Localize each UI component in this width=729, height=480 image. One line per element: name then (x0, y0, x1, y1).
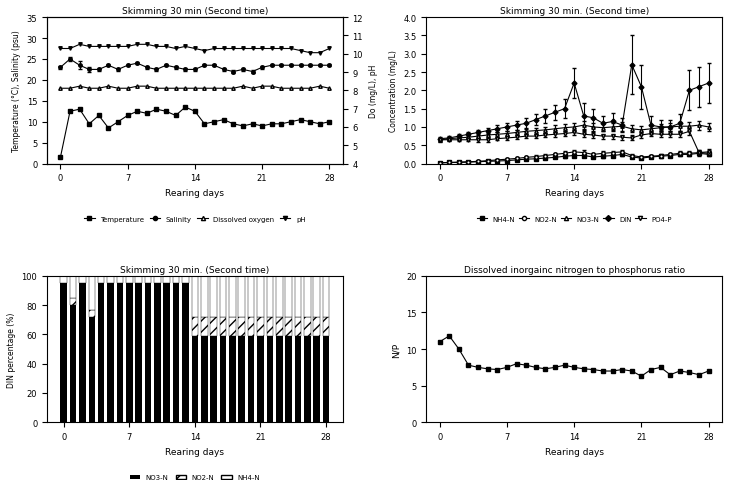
Bar (304, 317, 311, 336)
Bar (70, 305, 77, 422)
Title: Skimming 30 min (Second time): Skimming 30 min (Second time) (122, 7, 268, 16)
Bar (61, 276, 67, 284)
Bar (304, 276, 311, 317)
X-axis label: Rearing days: Rearing days (545, 189, 604, 197)
X-axis label: Rearing days: Rearing days (545, 446, 604, 456)
Bar (285, 276, 292, 317)
Bar (117, 284, 123, 422)
Bar (70, 298, 77, 305)
Bar (323, 317, 330, 336)
Bar (219, 317, 226, 336)
Bar (295, 336, 301, 422)
Bar (238, 317, 245, 336)
Bar (276, 336, 283, 422)
Bar (219, 336, 226, 422)
Bar (201, 317, 208, 336)
Legend: Temperature, Salinity, Dissolved oxygen, pH: Temperature, Salinity, Dissolved oxygen,… (82, 214, 308, 225)
Bar (98, 284, 104, 422)
Bar (313, 276, 320, 317)
Bar (238, 336, 245, 422)
Bar (79, 284, 86, 422)
Bar (79, 276, 86, 284)
Bar (173, 276, 179, 284)
Bar (229, 336, 235, 422)
Bar (154, 276, 160, 284)
Bar (107, 276, 114, 284)
Bar (323, 276, 330, 317)
Bar (163, 276, 170, 284)
Bar (295, 276, 301, 317)
Bar (257, 336, 264, 422)
Bar (145, 276, 152, 284)
Bar (219, 276, 226, 317)
X-axis label: Rearing days: Rearing days (165, 446, 225, 456)
Bar (211, 336, 217, 422)
Title: Skimming 30 min. (Second time): Skimming 30 min. (Second time) (499, 7, 649, 16)
Bar (182, 276, 189, 284)
Bar (276, 317, 283, 336)
Bar (229, 276, 235, 317)
Bar (229, 317, 235, 336)
Bar (276, 276, 283, 317)
Title: Dissolved inorgainc nitrogen to phosphorus ratio: Dissolved inorgainc nitrogen to phosphor… (464, 265, 685, 274)
Bar (126, 284, 133, 422)
X-axis label: Rearing days: Rearing days (165, 189, 225, 197)
Bar (192, 317, 198, 336)
Bar (192, 336, 198, 422)
Bar (61, 284, 67, 422)
Y-axis label: Concentration (mg/L): Concentration (mg/L) (389, 50, 398, 132)
Title: Skimming 30 min. (Second time): Skimming 30 min. (Second time) (120, 265, 270, 274)
Bar (238, 276, 245, 317)
Bar (248, 317, 254, 336)
Bar (248, 336, 254, 422)
Bar (88, 317, 95, 422)
Bar (98, 276, 104, 284)
Bar (313, 317, 320, 336)
Bar (88, 276, 95, 310)
Bar (295, 317, 301, 336)
Bar (88, 310, 95, 317)
Bar (154, 284, 160, 422)
Bar (267, 276, 273, 317)
Bar (136, 284, 142, 422)
Bar (285, 317, 292, 336)
Legend: NO3-N, NO2-N, NH4-N: NO3-N, NO2-N, NH4-N (127, 472, 262, 480)
Bar (173, 284, 179, 422)
Bar (323, 336, 330, 422)
Bar (182, 284, 189, 422)
Y-axis label: N/P: N/P (391, 342, 400, 357)
Bar (126, 276, 133, 284)
Bar (257, 276, 264, 317)
Bar (201, 336, 208, 422)
Bar (313, 336, 320, 422)
Y-axis label: Temperature (°C), Salinity (psu): Temperature (°C), Salinity (psu) (12, 30, 21, 152)
Bar (70, 276, 77, 298)
Bar (145, 284, 152, 422)
Bar (163, 284, 170, 422)
Legend: NH4-N, NO2-N, NO3-N, DIN, PO4-P: NH4-N, NO2-N, NO3-N, DIN, PO4-P (474, 214, 674, 225)
Bar (304, 336, 311, 422)
Bar (267, 317, 273, 336)
Bar (136, 276, 142, 284)
Y-axis label: DIN percentage (%): DIN percentage (%) (7, 312, 16, 387)
Bar (201, 276, 208, 317)
Bar (107, 284, 114, 422)
Bar (192, 276, 198, 317)
Bar (257, 317, 264, 336)
Y-axis label: Do (mg/L), pH: Do (mg/L), pH (369, 64, 378, 118)
Bar (211, 317, 217, 336)
Bar (248, 276, 254, 317)
Bar (267, 336, 273, 422)
Bar (285, 336, 292, 422)
Bar (211, 276, 217, 317)
Bar (117, 276, 123, 284)
